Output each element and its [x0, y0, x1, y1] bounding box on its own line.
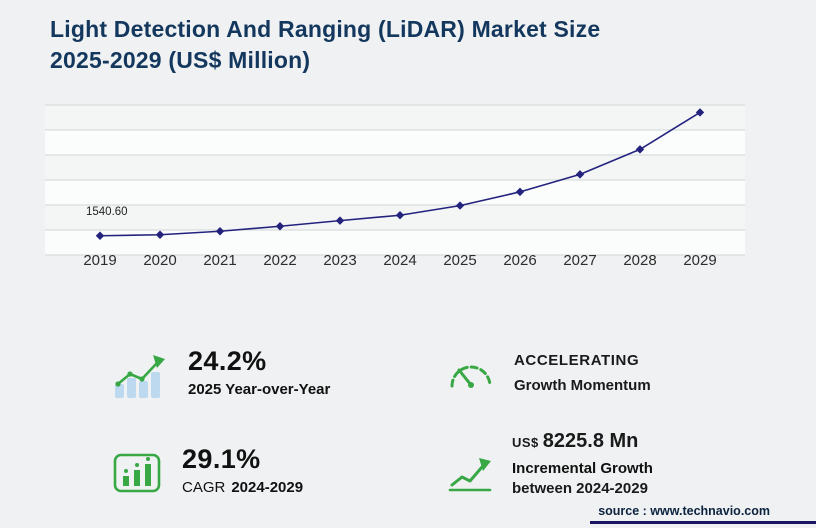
yoy-label: 2025 Year-over-Year — [188, 381, 331, 398]
momentum-line2: Growth Momentum — [514, 377, 651, 394]
x-axis-label: 2027 — [563, 252, 597, 269]
x-axis-label: 2028 — [623, 252, 657, 269]
x-axis-label: 2025 — [443, 252, 477, 269]
data-point-marker — [95, 231, 105, 240]
stat-yoy-block: 24.2% 2025 Year-over-Year — [112, 348, 330, 405]
stat-momentum-text: ACCELERATING Growth Momentum — [514, 352, 651, 394]
data-point-marker — [215, 227, 225, 236]
cagr-value: 29.1% — [182, 444, 261, 474]
cagr-label-range: 2024-2029 — [231, 479, 304, 496]
data-point-marker — [695, 108, 705, 117]
footer-accent-line — [590, 521, 816, 524]
page-title-line1: Light Detection And Ranging (LiDAR) Mark… — [50, 16, 601, 42]
data-point-marker — [155, 230, 165, 239]
x-axis-label: 2026 — [503, 252, 537, 269]
momentum-line1: ACCELERATING — [514, 352, 640, 369]
stat-cagr-text: 29.1% CAGR 2024-2029 — [182, 444, 303, 497]
incremental-currency: US$ — [512, 435, 539, 450]
data-point-marker — [635, 145, 645, 154]
stat-yoy-text: 24.2% 2025 Year-over-Year — [188, 346, 331, 399]
stat-incremental-text: US$ 8225.8 Mn Incremental Growth between … — [512, 430, 653, 497]
yoy-bars-icon — [112, 352, 168, 405]
stat-incremental-block: US$ 8225.8 Mn Incremental Growth between … — [448, 430, 653, 499]
market-line-chart — [45, 104, 745, 256]
incremental-growth-icon — [448, 454, 492, 499]
data-point-marker — [395, 211, 405, 220]
yoy-value: 24.2% — [188, 346, 267, 376]
x-axis-label: 2021 — [203, 252, 237, 269]
cagr-label-prefix: CAGR — [182, 479, 226, 496]
chart-area — [45, 95, 745, 265]
first-point-data-label: 1540.60 — [86, 206, 128, 218]
data-point-marker — [275, 222, 285, 231]
page-title: Light Detection And Ranging (LiDAR) Mark… — [50, 14, 710, 76]
stat-momentum-block: ACCELERATING Growth Momentum — [448, 352, 651, 397]
incremental-value: 8225.8 Mn — [542, 430, 639, 452]
cagr-label: CAGR 2024-2029 — [182, 479, 303, 496]
x-axis-label: 2029 — [683, 252, 717, 269]
page-title-line2: 2025-2029 (US$ Million) — [50, 46, 311, 73]
source-credit: source : www.technavio.com — [598, 504, 770, 518]
x-axis-label: 2019 — [83, 252, 117, 269]
x-axis-label: 2024 — [383, 252, 417, 269]
x-axis-label: 2023 — [323, 252, 357, 269]
incremental-value-line: US$ 8225.8 Mn — [512, 430, 653, 453]
data-point-marker — [515, 187, 525, 197]
cagr-chart-icon — [112, 448, 162, 499]
x-axis-label: 2022 — [263, 252, 297, 269]
x-axis-labels: 2019 2020 2021 2022 2023 2024 2025 2026 2027 2028… — [70, 252, 730, 269]
stat-cagr-block: 29.1% CAGR 2024-2029 — [112, 446, 303, 499]
x-axis-label: 2020 — [143, 252, 177, 269]
data-point-marker — [575, 170, 585, 179]
data-point-marker — [455, 201, 465, 210]
speedometer-icon — [448, 352, 494, 397]
incremental-label-line2: between 2024-2029 — [512, 480, 648, 497]
incremental-label-line1: Incremental Growth — [512, 460, 653, 477]
